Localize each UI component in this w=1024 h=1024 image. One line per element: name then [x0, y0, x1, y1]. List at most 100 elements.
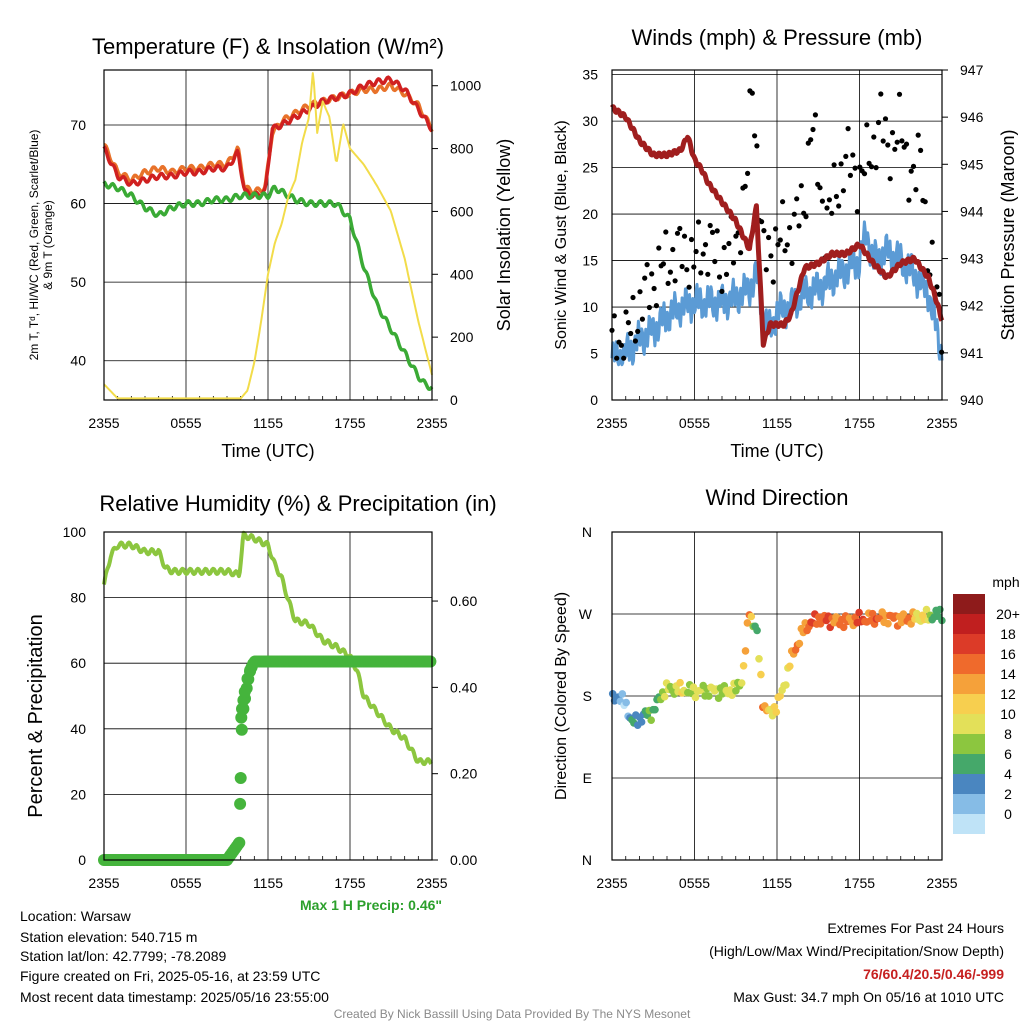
wind-gust-point: [847, 172, 854, 178]
wind-gust-point: [773, 226, 779, 232]
wind-gust-point: [635, 328, 641, 334]
wind-gust-point: [712, 258, 718, 265]
colorbar-label: 0: [1004, 806, 1012, 822]
info-elevation: Station elevation: 540.715 m: [20, 929, 198, 945]
wind-gust-point: [702, 242, 709, 248]
wind-gust-point: [817, 185, 823, 191]
extremes-title: Extremes For Past 24 Hours: [827, 920, 1004, 936]
colorbar-label: 2: [1004, 786, 1012, 802]
wind-gust-point: [691, 264, 697, 270]
rh-y2-tick-label: 0.00: [450, 852, 477, 868]
wind-gust-point: [929, 239, 935, 245]
temp-y2-tick-label: 400: [450, 266, 474, 282]
dir-point: [739, 662, 748, 670]
rh-x-tick-label: 2355: [416, 875, 447, 891]
wind-gust-point: [700, 251, 706, 257]
colorbar-swatch: [953, 814, 985, 834]
wind-y2-axis-label: Station Pressure (Maroon): [998, 129, 1018, 340]
wind-gust-point: [632, 338, 639, 344]
wind-gust-point: [628, 330, 634, 337]
wind-gust-point: [896, 91, 903, 97]
wind-gust-point: [913, 187, 919, 193]
wind-y-tick-label: 25: [582, 160, 598, 176]
credit-line: Created By Nick Bassill Using Data Provi…: [333, 1007, 691, 1021]
info-latlon: Station lat/lon: 42.7799; -78.2089: [20, 948, 227, 964]
rh-precip-point: [233, 836, 246, 849]
dir-point: [660, 692, 669, 701]
rh-precip-point: [424, 655, 437, 668]
dir-point: [753, 626, 761, 635]
wind-gust-point: [721, 244, 727, 251]
dir-point: [705, 692, 713, 700]
wind-pressure-line: [610, 104, 945, 348]
wind-gust-point: [611, 313, 617, 319]
wind-gust-point: [824, 205, 830, 211]
wind-gust-point: [852, 165, 858, 171]
wind-gust-point: [922, 199, 928, 205]
wind-gust-point: [910, 163, 917, 169]
info-recent: Most recent data timestamp: 2025/05/16 2…: [20, 989, 329, 1005]
temp-series-line: [102, 180, 434, 391]
temp-x-tick-label: 1155: [253, 415, 283, 431]
wind-gust-point: [761, 228, 767, 234]
temp-y-tick-label: 70: [70, 117, 86, 133]
wind-x-tick-label: 1155: [762, 415, 792, 431]
wind-gust-point: [803, 214, 809, 220]
wind-gust-point: [887, 176, 893, 182]
wind-y-tick-label: 5: [590, 346, 598, 362]
wind-gust-point: [796, 223, 802, 229]
colorbar-swatch: [953, 754, 985, 774]
wind-gust-point: [745, 170, 751, 176]
rh-precip-point: [234, 797, 247, 810]
wind-gust-point: [752, 133, 758, 139]
wind-speed-line: [610, 220, 944, 367]
temp-x-tick-label: 2355: [416, 415, 447, 431]
dir-y-axis-label: Direction (Colored By Speed): [553, 592, 570, 800]
wind-gust-point: [780, 199, 786, 205]
rh-y-tick-label: 0: [78, 852, 86, 868]
colorbar-label: 6: [1004, 746, 1012, 762]
dir-point: [676, 678, 684, 687]
dir-point: [737, 679, 746, 687]
wind-gust-point: [836, 203, 842, 209]
wind-gust-point: [670, 246, 676, 253]
wind-gust-point: [649, 271, 655, 277]
wind-gust-point: [791, 211, 797, 217]
colorbar-label: 10: [1000, 706, 1016, 722]
dir-point: [786, 662, 794, 671]
rh-y-tick-label: 100: [63, 524, 87, 540]
temp-y-tick-label: 60: [70, 196, 86, 212]
rh-precip-point: [235, 711, 248, 724]
colorbar-label: 18: [1000, 626, 1016, 642]
wind-gust-point: [906, 197, 912, 203]
colorbar-label: 12: [1000, 686, 1016, 702]
wind-gust-point: [723, 271, 730, 277]
temp-y-tick-label: 40: [70, 353, 86, 369]
rh-x-tick-label: 0555: [170, 875, 201, 891]
dir-y-tick-label: S: [583, 688, 592, 704]
wind-gust-point: [766, 234, 772, 241]
temp-x-tick-label: 1755: [334, 415, 365, 431]
wind-gust-point: [637, 289, 643, 295]
dir-point: [741, 647, 750, 655]
wind-gust-point: [614, 355, 620, 361]
wind-gust-point: [787, 225, 793, 231]
wind-x-axis-label: Time (UTC): [730, 441, 823, 461]
wind-gust-point: [738, 250, 744, 256]
wind-gust-point: [674, 230, 681, 236]
extremes-subtitle: (High/Low/Max Wind/Precipitation/Snow De…: [709, 943, 1004, 959]
temp-y2-tick-label: 600: [450, 203, 474, 219]
rh-precip-point: [235, 723, 248, 736]
wind-gust-point: [915, 132, 921, 138]
dir-point: [743, 619, 752, 627]
temp-y-axis-label-2: & 9m T (Orange): [41, 200, 55, 290]
wind-gust-point: [770, 279, 776, 285]
wind-gust-point: [819, 198, 826, 204]
wind-y2-tick-label: 944: [960, 203, 984, 219]
colorbar-swatch: [953, 714, 985, 734]
rh-y-tick-label: 20: [70, 786, 86, 802]
dir-x-tick-label: 2355: [596, 875, 627, 891]
wind-y2-tick-label: 940: [960, 392, 984, 408]
wind-gust-point: [651, 285, 657, 292]
